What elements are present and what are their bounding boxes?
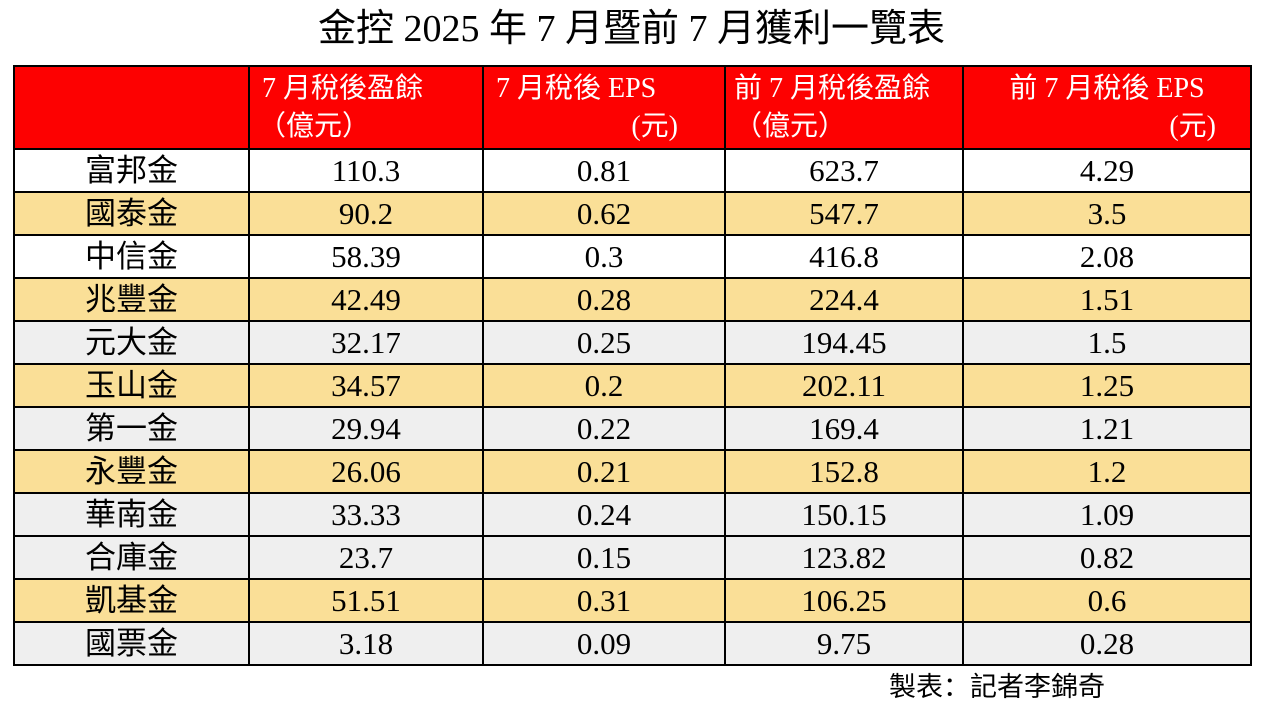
table-row: 合庫金 23.7 0.15 123.82 0.82 [13, 535, 1252, 580]
company-name: 國票金 [13, 621, 250, 666]
header-jul-eps-line2: (元) [631, 110, 678, 142]
cum-eps-value: 0.6 [962, 578, 1252, 623]
header-jul-eps-line1: 7 月稅後 EPS [496, 72, 657, 104]
jul-profit-value: 33.33 [248, 492, 484, 537]
company-name: 玉山金 [13, 363, 250, 408]
cum-profit-value: 623.7 [724, 148, 964, 193]
cum-eps-value: 0.82 [962, 535, 1252, 580]
company-name: 國泰金 [13, 191, 250, 236]
header-jul-profit-line2: （億元） [258, 110, 371, 142]
cum-eps-value: 0.28 [962, 621, 1252, 666]
company-name: 凱基金 [13, 578, 250, 623]
cum-profit-value: 150.15 [724, 492, 964, 537]
table-row: 華南金 33.33 0.24 150.15 1.09 [13, 492, 1252, 537]
table-row: 永豐金 26.06 0.21 152.8 1.2 [13, 449, 1252, 494]
jul-eps-value: 0.62 [482, 191, 726, 236]
table-row: 玉山金 34.57 0.2 202.11 1.25 [13, 363, 1252, 408]
header-cum-profit-line1: 前 7 月稅後盈餘 [734, 72, 931, 104]
jul-eps-value: 0.3 [482, 234, 726, 279]
jul-profit-value: 110.3 [248, 148, 484, 193]
cum-profit-value: 547.7 [724, 191, 964, 236]
cum-eps-value: 1.09 [962, 492, 1252, 537]
cum-profit-value: 169.4 [724, 406, 964, 451]
company-name: 永豐金 [13, 449, 250, 494]
jul-eps-value: 0.09 [482, 621, 726, 666]
company-name: 兆豐金 [13, 277, 250, 322]
jul-profit-value: 3.18 [248, 621, 484, 666]
jul-profit-value: 34.57 [248, 363, 484, 408]
header-cell-jul-profit: 7 月稅後盈餘 （億元） [248, 65, 484, 150]
table-row: 中信金 58.39 0.3 416.8 2.08 [13, 234, 1252, 279]
cum-profit-value: 152.8 [724, 449, 964, 494]
jul-eps-value: 0.28 [482, 277, 726, 322]
company-name: 合庫金 [13, 535, 250, 580]
jul-profit-value: 26.06 [248, 449, 484, 494]
company-name: 富邦金 [13, 148, 250, 193]
header-cell-cum-eps: 前 7 月稅後 EPS (元) [962, 65, 1252, 150]
jul-eps-value: 0.25 [482, 320, 726, 365]
header-cell-cum-profit: 前 7 月稅後盈餘 （億元） [724, 65, 964, 150]
table-row: 富邦金 110.3 0.81 623.7 4.29 [13, 148, 1252, 193]
jul-profit-value: 32.17 [248, 320, 484, 365]
profit-table: 7 月稅後盈餘 （億元） 7 月稅後 EPS (元) 前 7 月稅後盈餘 （億元… [13, 65, 1252, 666]
jul-eps-value: 0.21 [482, 449, 726, 494]
header-cum-profit-line2: （億元） [734, 110, 847, 142]
cum-eps-value: 1.5 [962, 320, 1252, 365]
cum-eps-value: 4.29 [962, 148, 1252, 193]
cum-eps-value: 1.2 [962, 449, 1252, 494]
table-header: 7 月稅後盈餘 （億元） 7 月稅後 EPS (元) 前 7 月稅後盈餘 （億元… [13, 65, 1252, 150]
cum-profit-value: 224.4 [724, 277, 964, 322]
cum-profit-value: 194.45 [724, 320, 964, 365]
table-row: 第一金 29.94 0.22 169.4 1.21 [13, 406, 1252, 451]
jul-profit-value: 29.94 [248, 406, 484, 451]
credit-byline: 製表：記者李錦奇 [889, 672, 1105, 702]
cum-profit-value: 9.75 [724, 621, 964, 666]
cum-profit-value: 106.25 [724, 578, 964, 623]
jul-profit-value: 51.51 [248, 578, 484, 623]
header-cell-jul-eps: 7 月稅後 EPS (元) [482, 65, 726, 150]
company-name: 華南金 [13, 492, 250, 537]
table-row: 國泰金 90.2 0.62 547.7 3.5 [13, 191, 1252, 236]
cum-profit-value: 416.8 [724, 234, 964, 279]
jul-profit-value: 58.39 [248, 234, 484, 279]
table-row: 國票金 3.18 0.09 9.75 0.28 [13, 621, 1252, 666]
header-cum-eps-line2: (元) [1169, 110, 1216, 142]
jul-eps-value: 0.2 [482, 363, 726, 408]
cum-eps-value: 1.25 [962, 363, 1252, 408]
jul-eps-value: 0.81 [482, 148, 726, 193]
cum-eps-value: 1.21 [962, 406, 1252, 451]
table-row: 凱基金 51.51 0.31 106.25 0.6 [13, 578, 1252, 623]
jul-profit-value: 90.2 [248, 191, 484, 236]
cum-eps-value: 2.08 [962, 234, 1252, 279]
company-name: 中信金 [13, 234, 250, 279]
table-row: 兆豐金 42.49 0.28 224.4 1.51 [13, 277, 1252, 322]
company-name: 元大金 [13, 320, 250, 365]
table-row: 元大金 32.17 0.25 194.45 1.5 [13, 320, 1252, 365]
cum-eps-value: 3.5 [962, 191, 1252, 236]
jul-eps-value: 0.24 [482, 492, 726, 537]
header-cum-eps-line1: 前 7 月稅後 EPS [1009, 72, 1205, 104]
cum-profit-value: 202.11 [724, 363, 964, 408]
page-title: 金控 2025 年 7 月暨前 7 月獲利一覽表 [317, 8, 945, 50]
jul-profit-value: 42.49 [248, 277, 484, 322]
jul-eps-value: 0.31 [482, 578, 726, 623]
cum-profit-value: 123.82 [724, 535, 964, 580]
header-row: 7 月稅後盈餘 （億元） 7 月稅後 EPS (元) 前 7 月稅後盈餘 （億元… [13, 65, 1252, 150]
jul-eps-value: 0.15 [482, 535, 726, 580]
cum-eps-value: 1.51 [962, 277, 1252, 322]
jul-eps-value: 0.22 [482, 406, 726, 451]
company-name: 第一金 [13, 406, 250, 451]
header-cell-company [13, 65, 250, 150]
table-body: 富邦金 110.3 0.81 623.7 4.29 國泰金 90.2 0.62 … [13, 148, 1252, 666]
header-jul-profit-line1: 7 月稅後盈餘 [262, 72, 424, 104]
jul-profit-value: 23.7 [248, 535, 484, 580]
